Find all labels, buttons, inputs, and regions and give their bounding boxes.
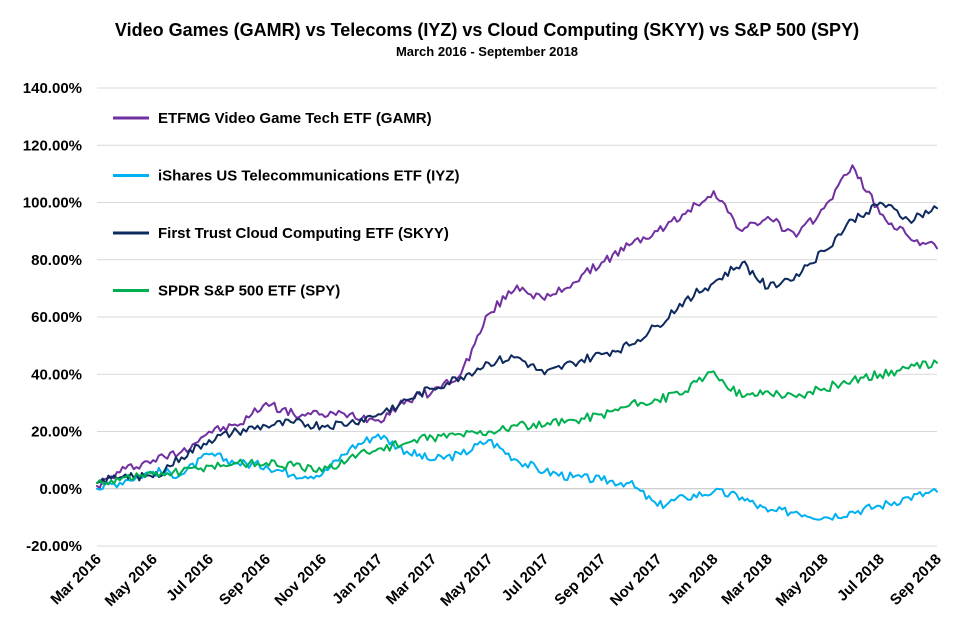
- x-tick-label: May 2018: [773, 551, 832, 610]
- x-tick-label: May 2017: [437, 551, 496, 610]
- chart-title: Video Games (GAMR) vs Telecoms (IYZ) vs …: [115, 20, 859, 40]
- x-tick-label: Mar 2018: [718, 551, 775, 608]
- legend-label: SPDR S&P 500 ETF (SPY): [158, 283, 340, 300]
- y-tick-label: 0.00%: [39, 481, 82, 498]
- chart-subtitle: March 2016 - September 2018: [396, 44, 578, 59]
- y-axis-ticks: -20.00% 0.00% 20.00% 40.00% 60.00% 80.00% 100.…: [23, 80, 82, 555]
- x-tick-label: May 2016: [102, 551, 161, 610]
- x-tick-label: Mar 2016: [47, 551, 104, 608]
- series-line-4: [96, 359, 938, 486]
- x-tick-label: Mar 2017: [383, 551, 440, 608]
- x-tick-label: Jul 2017: [499, 551, 553, 605]
- legend-label: First Trust Cloud Computing ETF (SKYY): [158, 225, 449, 242]
- x-tick-label: Nov 2016: [271, 551, 330, 610]
- x-tick-label: Jul 2016: [163, 551, 217, 605]
- series-line-1: [96, 164, 938, 489]
- series-lines: [96, 164, 938, 521]
- x-tick-label: Sep 2016: [216, 551, 274, 609]
- gridlines: [97, 87, 937, 547]
- x-tick-label: Jan 2018: [665, 551, 722, 608]
- x-tick-label: Sep 2018: [887, 551, 945, 609]
- legend: ETFMG Video Game Tech ETF (GAMR) iShares …: [113, 110, 459, 300]
- y-tick-label: 60.00%: [31, 309, 82, 326]
- y-tick-label: 20.00%: [31, 424, 82, 441]
- series-line-3: [96, 201, 938, 485]
- y-tick-label: 120.00%: [23, 137, 82, 154]
- x-tick-label: Sep 2017: [551, 551, 609, 609]
- y-tick-label: 80.00%: [31, 252, 82, 269]
- y-tick-label: 140.00%: [23, 80, 82, 97]
- y-tick-label: -20.00%: [26, 538, 82, 555]
- legend-label: iShares US Telecommunications ETF (IYZ): [158, 168, 459, 185]
- series-line-2: [96, 433, 938, 521]
- x-tick-label: Jul 2018: [834, 551, 888, 605]
- y-tick-label: 40.00%: [31, 366, 82, 383]
- legend-label: ETFMG Video Game Tech ETF (GAMR): [158, 110, 432, 127]
- x-tick-label: Jan 2017: [329, 551, 386, 608]
- x-tick-label: Nov 2017: [607, 551, 666, 610]
- y-tick-label: 100.00%: [23, 195, 82, 212]
